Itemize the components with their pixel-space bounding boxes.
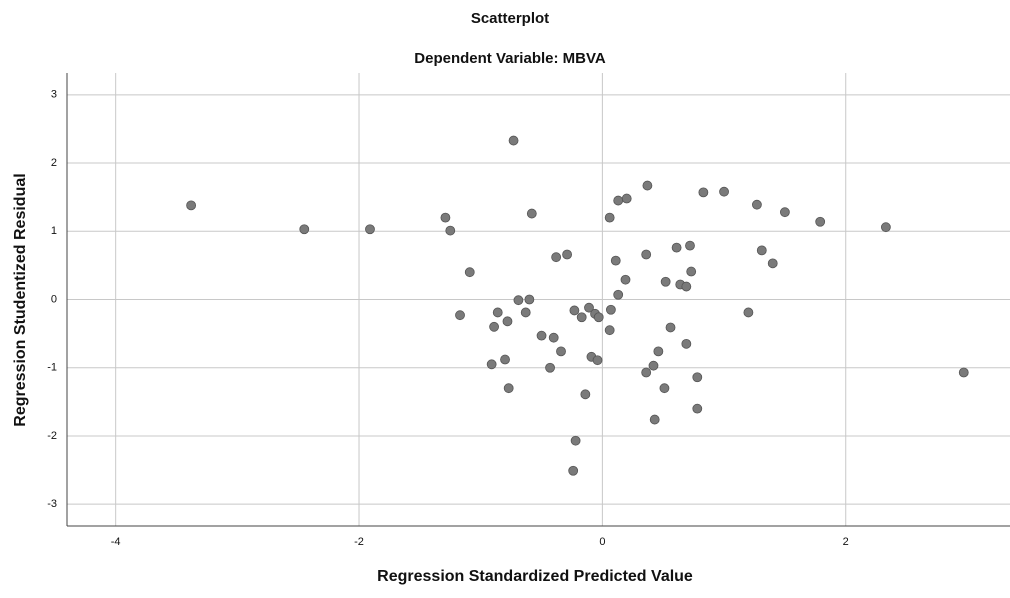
point bbox=[666, 323, 675, 332]
point bbox=[300, 225, 309, 234]
point bbox=[563, 250, 572, 259]
point bbox=[650, 415, 659, 424]
point bbox=[365, 225, 374, 234]
point bbox=[693, 404, 702, 413]
chart: Scatterplot Dependent Variable: MBVA Reg… bbox=[0, 0, 1010, 593]
point bbox=[621, 275, 630, 284]
x-tick-label: -4 bbox=[111, 536, 121, 548]
x-axis-label: Regression Standardized Predicted Value bbox=[377, 568, 693, 585]
point bbox=[581, 390, 590, 399]
point bbox=[503, 317, 512, 326]
x-tick-label: 2 bbox=[843, 536, 849, 548]
point bbox=[594, 313, 603, 322]
point bbox=[614, 290, 623, 299]
point bbox=[456, 311, 465, 320]
chart-subtitle: Dependent Variable: MBVA bbox=[414, 50, 606, 67]
point bbox=[643, 181, 652, 190]
y-tick-label: 0 bbox=[51, 293, 57, 305]
point bbox=[614, 196, 623, 205]
point bbox=[521, 308, 530, 317]
point bbox=[661, 277, 670, 286]
point bbox=[881, 223, 890, 232]
point bbox=[682, 339, 691, 348]
point bbox=[660, 384, 669, 393]
point bbox=[959, 368, 968, 377]
point bbox=[465, 268, 474, 277]
point bbox=[685, 241, 694, 250]
point bbox=[593, 356, 602, 365]
point bbox=[780, 208, 789, 217]
point bbox=[654, 347, 663, 356]
y-tick-label: 3 bbox=[51, 89, 57, 101]
point bbox=[490, 322, 499, 331]
y-tick-label: -3 bbox=[47, 498, 57, 510]
point bbox=[605, 213, 614, 222]
point bbox=[552, 253, 561, 262]
point bbox=[546, 363, 555, 372]
point bbox=[525, 295, 534, 304]
point bbox=[768, 259, 777, 268]
point bbox=[570, 306, 579, 315]
point bbox=[752, 200, 761, 209]
point bbox=[744, 308, 753, 317]
y-tick-label: -2 bbox=[47, 430, 57, 442]
point bbox=[493, 308, 502, 317]
y-tick-label: 2 bbox=[51, 157, 57, 169]
point bbox=[557, 347, 566, 356]
point bbox=[757, 246, 766, 255]
point bbox=[642, 250, 651, 259]
point bbox=[569, 466, 578, 475]
point bbox=[606, 305, 615, 314]
point bbox=[605, 326, 614, 335]
point bbox=[441, 213, 450, 222]
point bbox=[642, 368, 651, 377]
point bbox=[622, 194, 631, 203]
point bbox=[537, 331, 546, 340]
x-tick-label: -2 bbox=[354, 536, 364, 548]
point bbox=[816, 217, 825, 226]
point bbox=[514, 296, 523, 305]
chart-title: Scatterplot bbox=[471, 10, 549, 27]
point bbox=[509, 136, 518, 145]
point bbox=[672, 243, 681, 252]
point bbox=[687, 267, 696, 276]
y-axis-label: Regression Studentized Residual bbox=[12, 173, 29, 426]
point bbox=[720, 187, 729, 196]
point bbox=[487, 360, 496, 369]
y-tick-label: -1 bbox=[47, 362, 57, 374]
point bbox=[611, 256, 620, 265]
point bbox=[577, 313, 586, 322]
point bbox=[682, 282, 691, 291]
x-tick-label: 0 bbox=[599, 536, 605, 548]
point bbox=[571, 436, 580, 445]
point bbox=[649, 361, 658, 370]
point bbox=[699, 188, 708, 197]
point bbox=[501, 355, 510, 364]
point bbox=[504, 384, 513, 393]
y-tick-label: 1 bbox=[51, 225, 57, 237]
point bbox=[187, 201, 196, 210]
point bbox=[446, 226, 455, 235]
point bbox=[693, 373, 702, 382]
point bbox=[549, 333, 558, 342]
point bbox=[527, 209, 536, 218]
